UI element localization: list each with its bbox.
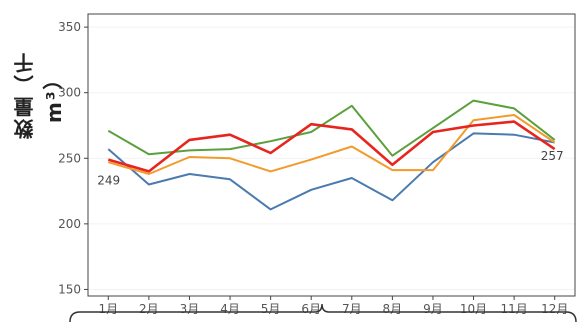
x-tick-label: 2月 [139,302,159,316]
x-tick-label: 7月 [342,302,362,316]
x-tick-label: 3月 [180,302,200,316]
plot-border [87,13,576,297]
x-tick-label: 6月 [301,302,321,316]
data-labels: 249 257 [97,149,563,187]
x-tick-label: 11月 [500,302,527,316]
y-tick-label: 350 [58,20,81,34]
y-tick-label: 200 [58,217,81,231]
x-tick-label: 4月 [220,302,240,316]
series-line-4 [107,120,556,173]
x-tick-label: 5月 [261,302,281,316]
series-line-2 [108,114,556,175]
y-tick-label: 300 [58,86,81,100]
axes [87,13,576,297]
x-axis-brace [69,303,577,323]
data-label: 257 [541,149,564,163]
y-ticks: 150 200 250 300 350 [58,20,88,296]
x-tick-label: 8月 [383,302,403,316]
x-tick-label: 12月 [541,302,568,316]
gridlines [88,26,575,290]
series-line-1 [107,132,555,211]
series-lines [107,99,556,211]
y-tick-label: 150 [58,282,81,296]
data-label: 249 [97,174,120,188]
x-tick-label: 9月 [423,302,443,316]
x-ticks: 1月 2月 3月 4月 5月 6月 7月 8月 9月 10月 11月 12月 [98,296,568,316]
x-tick-label: 10月 [460,302,487,316]
y-tick-label: 250 [58,151,81,165]
x-tick-label: 1月 [98,302,118,316]
series-line-3 [107,99,556,157]
